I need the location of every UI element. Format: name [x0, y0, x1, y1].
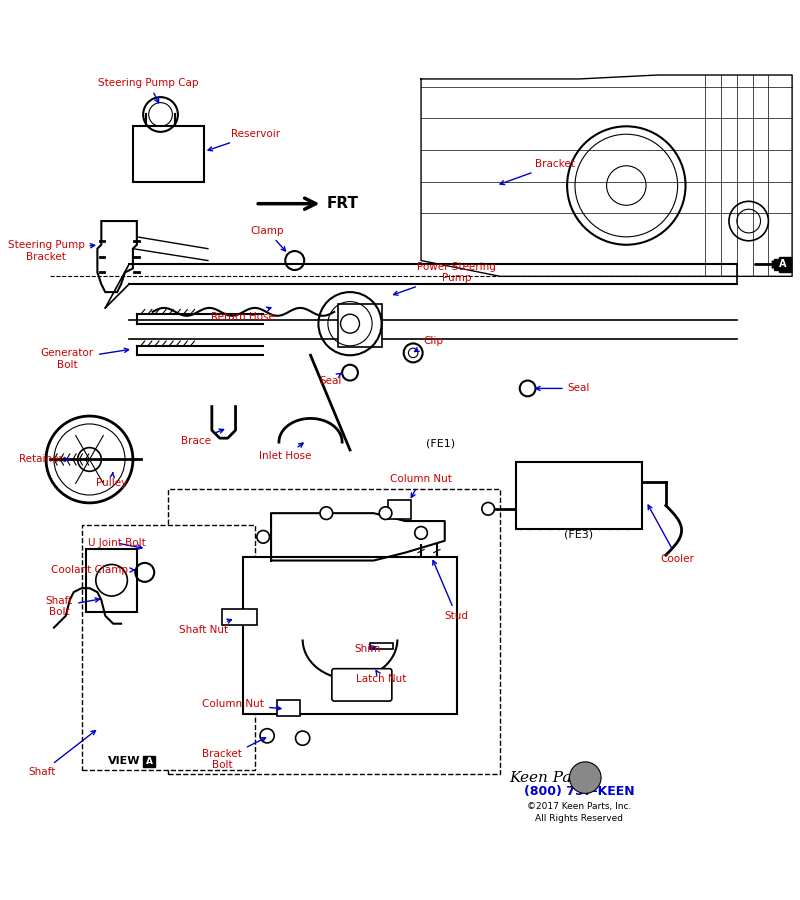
FancyBboxPatch shape — [222, 609, 257, 626]
Text: VIEW: VIEW — [108, 756, 141, 766]
Bar — [774, 259, 791, 270]
FancyBboxPatch shape — [388, 500, 410, 518]
Text: Stud: Stud — [433, 561, 469, 621]
Circle shape — [320, 507, 333, 519]
Bar — [516, 462, 642, 529]
Bar — [143, 756, 155, 767]
Text: Bracket
Bolt: Bracket Bolt — [202, 738, 266, 770]
FancyBboxPatch shape — [133, 126, 204, 182]
FancyBboxPatch shape — [332, 669, 392, 701]
Text: Clip: Clip — [414, 336, 443, 352]
Circle shape — [482, 502, 494, 515]
Text: (800) 757-KEEN: (800) 757-KEEN — [524, 785, 634, 797]
Text: A: A — [779, 259, 786, 269]
Text: Shaft: Shaft — [29, 731, 95, 777]
Circle shape — [570, 761, 601, 794]
Circle shape — [295, 731, 310, 745]
Text: Shim: Shim — [354, 644, 381, 654]
Bar — [169, 490, 500, 774]
Bar — [86, 549, 137, 612]
Text: (FE3): (FE3) — [564, 529, 594, 539]
Bar — [370, 643, 394, 649]
Text: Brace: Brace — [181, 429, 224, 445]
Text: Power Steering
Pump: Power Steering Pump — [394, 262, 496, 295]
Circle shape — [414, 526, 427, 539]
Text: Latch Nut: Latch Nut — [356, 670, 406, 684]
Text: Steering Pump
Bracket: Steering Pump Bracket — [8, 240, 94, 262]
Text: U Joint Bolt: U Joint Bolt — [88, 538, 146, 549]
Text: Clamp: Clamp — [250, 226, 286, 251]
Text: Retainer: Retainer — [18, 454, 69, 464]
Text: All Rights Reserved: All Rights Reserved — [535, 814, 623, 824]
Text: Shaft Nut: Shaft Nut — [179, 619, 231, 635]
Text: Column Nut: Column Nut — [202, 699, 281, 710]
Bar — [82, 525, 255, 770]
Circle shape — [260, 729, 274, 742]
FancyBboxPatch shape — [338, 304, 382, 347]
Text: Bracket: Bracket — [500, 159, 575, 184]
Circle shape — [379, 507, 392, 519]
Text: Steering Pump Cap: Steering Pump Cap — [98, 78, 199, 103]
Text: A: A — [146, 757, 153, 766]
Circle shape — [257, 530, 270, 544]
Text: Seal: Seal — [536, 383, 590, 393]
FancyBboxPatch shape — [243, 556, 457, 715]
Text: Return Hose: Return Hose — [211, 307, 275, 322]
Text: FRT: FRT — [326, 196, 358, 211]
Text: (FE1): (FE1) — [426, 438, 455, 449]
Text: ©2017 Keen Parts, Inc.: ©2017 Keen Parts, Inc. — [526, 802, 631, 811]
Text: Seal: Seal — [319, 373, 342, 385]
Text: Generator
Bolt: Generator Bolt — [41, 348, 129, 370]
Text: Reservoir: Reservoir — [208, 130, 280, 151]
Text: Coolant Clamp: Coolant Clamp — [51, 565, 134, 575]
Text: Cooler: Cooler — [648, 505, 694, 564]
Text: Shaft
Bolt: Shaft Bolt — [46, 596, 99, 617]
Text: Keen Parts: Keen Parts — [510, 770, 593, 785]
Text: A: A — [780, 258, 790, 271]
Text: Inlet Hose: Inlet Hose — [259, 443, 311, 462]
Text: Column Nut: Column Nut — [390, 474, 452, 498]
Text: Pulley: Pulley — [96, 472, 127, 488]
FancyBboxPatch shape — [278, 700, 300, 716]
